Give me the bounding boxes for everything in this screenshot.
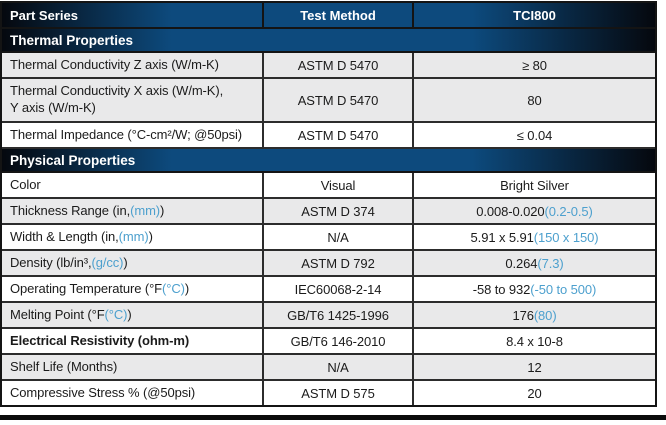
cell-text: Thickness Range (in, (10, 202, 131, 218)
section-header: Thermal Properties (2, 29, 655, 53)
cell-text: 20 (527, 385, 542, 401)
table-row: Operating Temperature (°F (°C)) IEC60068-… (2, 277, 655, 303)
cell-text: 8.4 x 10-8 (506, 333, 563, 349)
value-cell: 80 (412, 79, 655, 121)
property-name-cell: Width & Length (in, (mm)) (2, 225, 262, 249)
test-method-cell: Visual (262, 173, 412, 197)
cell-text: Compressive Stress % (@50psi) (10, 384, 196, 400)
value-cell: Bright Silver (412, 173, 655, 197)
test-method-cell: ASTM D 374 (262, 199, 412, 223)
cell-text: 176 (512, 307, 534, 323)
metric-unit-text: (7.3) (537, 255, 564, 271)
property-name-cell: Shelf Life (Months) (2, 355, 262, 379)
value-cell: 0.008-0.020 (0.2-0.5) (412, 199, 655, 223)
column-header-part-series: Part Series (10, 7, 78, 23)
table-row: Electrical Resistivity (ohm-m) GB/T6 146-… (2, 329, 655, 355)
property-name-cell: Compressive Stress % (@50psi) (2, 381, 262, 405)
bottom-rule (0, 415, 666, 420)
value-cell: 0.264 (7.3) (412, 251, 655, 275)
value-cell: -58 to 932 (-50 to 500) (412, 277, 655, 301)
cell-text: 12 (527, 359, 542, 375)
test-method-cell: GB/T6 1425-1996 (262, 303, 412, 327)
metric-unit-text: (°C) (104, 306, 128, 322)
table-row: Color Visual Bright Silver (2, 173, 655, 199)
table-row: Density (lb/in³, (g/cc)) ASTM D 792 0.264 … (2, 251, 655, 277)
cell-text: -58 to 932 (472, 281, 531, 297)
property-name-cell: Thermal Conductivity X axis (W/m-K), Y a… (2, 79, 262, 121)
cell-text: Operating Temperature (°F (10, 280, 163, 296)
cell-text: Color (10, 176, 41, 192)
value-cell: ≤ 0.04 (412, 123, 655, 147)
cell-text: Thermal Conductivity Z axis (W/m-K) (10, 56, 219, 72)
table-body: Thermal Properties Thermal Conductivity Z… (2, 29, 655, 405)
value-cell: 20 (412, 381, 655, 405)
test-method-cell: N/A (262, 355, 412, 379)
table-header-row: Part Series Test Method TCI800 (2, 3, 655, 29)
property-name-cell: Operating Temperature (°F (°C)) (2, 277, 262, 301)
cell-text: Density (lb/in³, (10, 254, 92, 270)
cell-text: Melting Point (°F (10, 306, 105, 322)
cell-text: ) (184, 280, 190, 296)
table-row: Thermal Conductivity X axis (W/m-K), Y a… (2, 79, 655, 123)
table-row: Width & Length (in, (mm)) N/A 5.91 x 5.91 … (2, 225, 655, 251)
test-method-cell: ASTM D 5470 (262, 123, 412, 147)
table-row: Thickness Range (in, (mm)) ASTM D 374 0.00… (2, 199, 655, 225)
cell-text: Width & Length (in, (10, 228, 119, 244)
metric-unit-text: (mm) (118, 228, 149, 244)
cell-text: Electrical Resistivity (ohm-m) (10, 332, 190, 348)
cell-text: ≥ 80 (522, 57, 547, 73)
metric-unit-text: (80) (533, 307, 557, 323)
property-name-cell: Electrical Resistivity (ohm-m) (2, 329, 262, 353)
cell-text: 5.91 x 5.91 (470, 229, 534, 245)
metric-unit-text: (°C) (162, 280, 185, 296)
metric-unit-text: (mm) (130, 202, 161, 218)
metric-unit-text: (g/cc) (91, 254, 124, 270)
property-name-cell: Color (2, 173, 262, 197)
table-row: Thermal Impedance (°C-cm²/W; @50psi) ASTM… (2, 123, 655, 149)
cell-text: ) (127, 306, 132, 322)
test-method-cell: GB/T6 146-2010 (262, 329, 412, 353)
cell-text: 80 (527, 92, 542, 108)
test-method-cell: ASTM D 5470 (262, 53, 412, 77)
property-name-cell: Density (lb/in³, (g/cc)) (2, 251, 262, 275)
value-cell: 176 (80) (412, 303, 655, 327)
cell-text: ≤ 0.04 (516, 127, 553, 143)
section-header: Physical Properties (2, 149, 655, 173)
cell-text: Bright Silver (500, 177, 569, 193)
test-method-cell: ASTM D 5470 (262, 79, 412, 121)
cell-text: Thermal Conductivity X axis (W/m-K), Y a… (10, 83, 224, 115)
value-cell: 8.4 x 10-8 (412, 329, 655, 353)
property-name-cell: Thermal Conductivity Z axis (W/m-K) (2, 53, 262, 77)
table-row: Compressive Stress % (@50psi) ASTM D 575 2… (2, 381, 655, 405)
value-cell: ≥ 80 (412, 53, 655, 77)
test-method-cell: N/A (262, 225, 412, 249)
property-name-cell: Melting Point (°F (°C)) (2, 303, 262, 327)
table-row: Melting Point (°F (°C)) GB/T6 1425-1996 17… (2, 303, 655, 329)
table-row: Shelf Life (Months) N/A 12 (2, 355, 655, 381)
metric-unit-text: (-50 to 500) (530, 281, 597, 297)
cell-text: Thermal Impedance (°C-cm²/W; @50psi) (10, 126, 242, 142)
test-method-cell: ASTM D 792 (262, 251, 412, 275)
cell-text: ) (160, 202, 165, 218)
cell-text: ) (148, 228, 153, 244)
cell-text: 0.008-0.020 (476, 203, 545, 219)
column-header-test-method: Test Method (262, 3, 412, 27)
cell-text: 0.264 (505, 255, 538, 271)
property-name-cell: Thermal Impedance (°C-cm²/W; @50psi) (2, 123, 262, 147)
metric-unit-text: (0.2-0.5) (544, 203, 593, 219)
cell-text: Shelf Life (Months) (10, 358, 118, 374)
value-cell: 5.91 x 5.91 (150 x 150) (412, 225, 655, 249)
properties-table: Part Series Test Method TCI800 Thermal P… (0, 1, 657, 407)
table-row: Thermal Conductivity Z axis (W/m-K) ASTM … (2, 53, 655, 79)
test-method-cell: IEC60068-2-14 (262, 277, 412, 301)
cell-text: ) (123, 254, 128, 270)
value-cell: 12 (412, 355, 655, 379)
metric-unit-text: (150 x 150) (533, 229, 599, 245)
property-name-cell: Thickness Range (in, (mm)) (2, 199, 262, 223)
test-method-cell: ASTM D 575 (262, 381, 412, 405)
column-header-tci800: TCI800 (412, 3, 655, 27)
